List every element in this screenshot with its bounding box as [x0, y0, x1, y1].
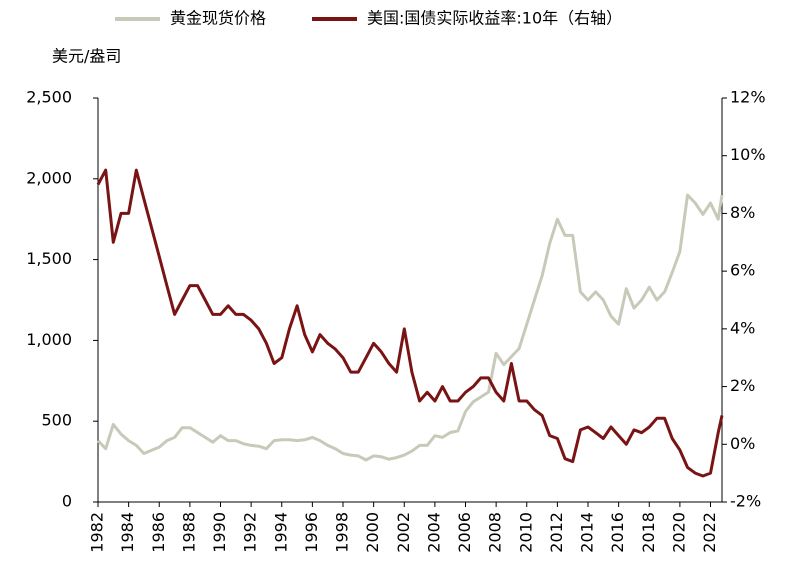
- legend-label: 黄金现货价格: [170, 9, 266, 28]
- x-tick-label: 2018: [639, 512, 658, 553]
- x-tick-label: 1996: [302, 512, 321, 553]
- y2-tick-label: 0%: [730, 434, 755, 453]
- y-tick-label: 2,500: [26, 88, 72, 107]
- y-tick-label: 0: [62, 492, 72, 511]
- y-axis-label: 美元/盎司: [52, 47, 121, 66]
- x-tick-label: 2022: [700, 512, 719, 553]
- x-tick-label: 1990: [210, 512, 229, 553]
- y-tick-label: 1,500: [26, 249, 72, 268]
- x-tick-label: 2000: [363, 512, 382, 553]
- x-tick-label: 2008: [486, 512, 505, 553]
- y2-tick-label: 4%: [730, 318, 755, 337]
- y2-tick-label: 2%: [730, 376, 755, 395]
- x-tick-label: 2002: [394, 512, 413, 553]
- x-tick-label: 2016: [608, 512, 627, 553]
- x-tick-label: 1992: [241, 512, 260, 553]
- x-tick-label: 1988: [179, 512, 198, 553]
- y2-tick-label: 12%: [730, 88, 766, 107]
- x-tick-label: 2010: [516, 512, 535, 553]
- series-line: [96, 193, 724, 462]
- x-tick-label: 1994: [271, 512, 290, 553]
- y2-tick-label: 8%: [730, 203, 755, 222]
- y2-tick-label: -2%: [730, 492, 761, 511]
- y-tick-label: 2,000: [26, 168, 72, 187]
- x-tick-label: 2006: [455, 512, 474, 553]
- x-tick-label: 2012: [547, 512, 566, 553]
- x-tick-label: 1986: [149, 512, 168, 553]
- x-tick-label: 2020: [669, 512, 688, 553]
- x-tick-label: 1982: [88, 512, 107, 553]
- y-tick-label: 1,000: [26, 330, 72, 349]
- series-line: [96, 168, 724, 478]
- x-tick-label: 1998: [333, 512, 352, 553]
- x-tick-label: 2014: [578, 512, 597, 553]
- legend-label: 美国:国债实际收益率:10年（右轴）: [367, 9, 622, 28]
- y2-tick-label: 6%: [730, 261, 755, 280]
- y-tick-label: 500: [41, 411, 72, 430]
- x-tick-label: 2004: [424, 512, 443, 553]
- y2-tick-label: 10%: [730, 145, 766, 164]
- x-tick-label: 1984: [118, 512, 137, 553]
